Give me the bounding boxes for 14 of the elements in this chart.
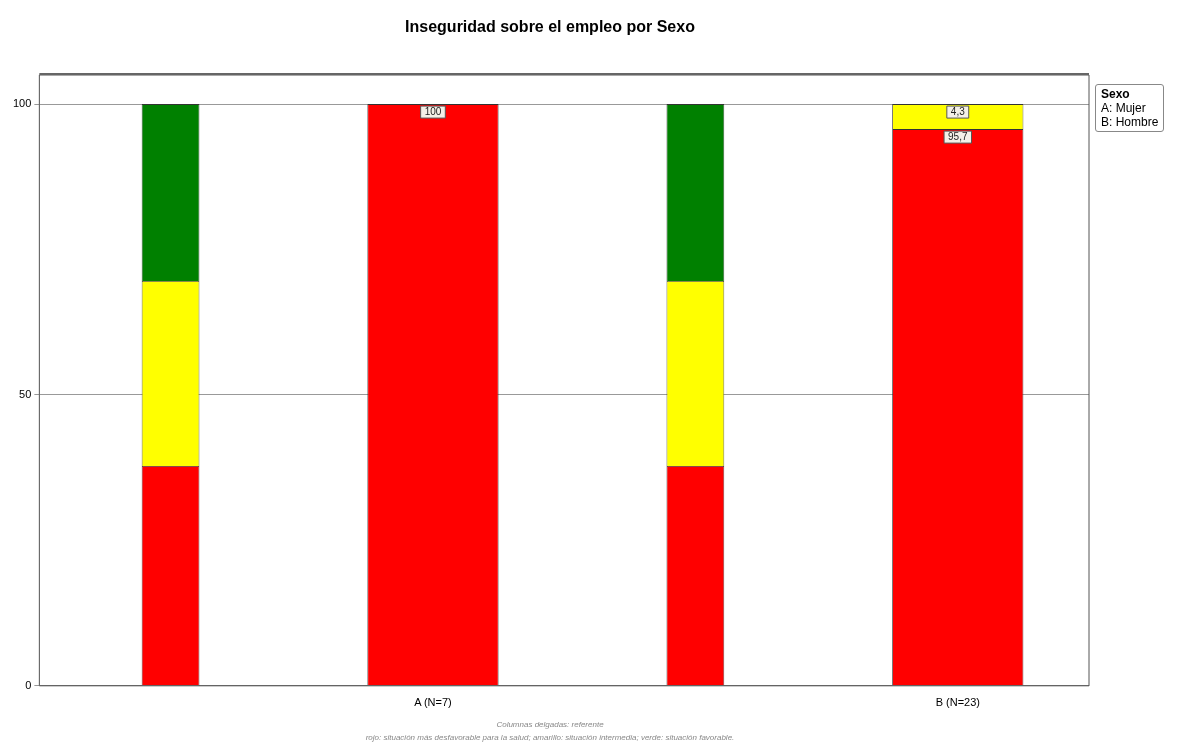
y-tick-label: 50 [19, 387, 32, 400]
data-label: 4,3 [950, 105, 966, 117]
legend-title: Sexo [1101, 87, 1131, 101]
x-tick-label: B (N=23) [935, 696, 980, 709]
text: rojo: situación más desfavorable para la salud; amarillo: situación intermedia; verde: situación favorable. [364, 732, 736, 744]
text: A: Mujer [1101, 101, 1147, 115]
chart-title: Inseguridad sobre el empleo por Sexo [404, 18, 696, 36]
y-tick-label: 100 [12, 97, 32, 110]
data-label: 100 [424, 105, 442, 117]
text: B: Hombre [1101, 115, 1159, 129]
data-label: 95,7 [948, 130, 968, 142]
text: Columnas delgadas: referente [495, 719, 605, 731]
x-tick-label: A (N=7) [414, 696, 452, 709]
y-tick-label: 0 [25, 678, 32, 691]
